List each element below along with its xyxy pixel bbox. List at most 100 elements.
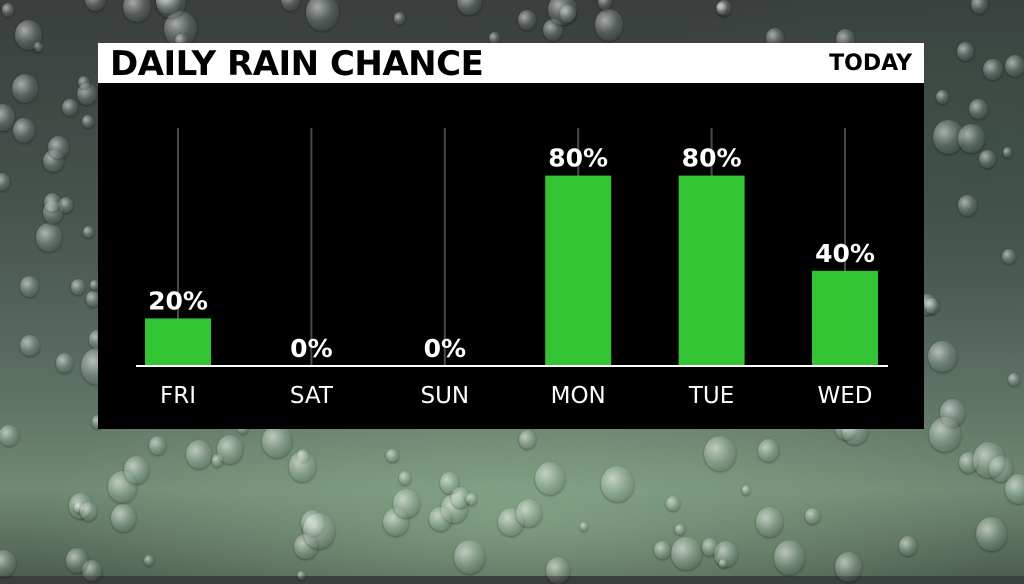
raindrop xyxy=(441,493,469,523)
raindrop xyxy=(545,556,571,584)
raindrop xyxy=(517,10,536,31)
tick-label: FRI xyxy=(160,383,196,409)
raindrop xyxy=(516,499,542,528)
bar xyxy=(812,270,878,366)
raindrop xyxy=(970,0,989,14)
raindrop xyxy=(959,452,979,473)
raindrop xyxy=(392,488,420,519)
raindrop xyxy=(1,3,15,18)
raindrop xyxy=(0,172,10,191)
raindrop xyxy=(144,554,155,566)
raindrop xyxy=(758,439,780,463)
raindrop xyxy=(79,502,97,521)
raindrop xyxy=(899,536,918,556)
raindrop xyxy=(718,559,727,569)
raindrop xyxy=(0,424,19,447)
raindrop xyxy=(11,74,39,104)
raindrop xyxy=(35,223,62,252)
raindrop xyxy=(77,76,90,90)
raindrop xyxy=(73,501,85,514)
chart-title: DAILY RAIN CHANCE xyxy=(110,44,484,84)
raindrop xyxy=(940,399,965,427)
raindrop xyxy=(457,0,482,16)
raindrop xyxy=(466,492,477,505)
raindrop xyxy=(1004,473,1024,504)
raindrop xyxy=(666,495,681,511)
raindrop xyxy=(297,449,309,462)
bar xyxy=(545,175,612,366)
raindrop xyxy=(715,2,728,15)
raindrop xyxy=(58,197,73,213)
raindrop xyxy=(47,136,69,160)
raindrop xyxy=(62,98,78,117)
raindrop xyxy=(497,507,524,537)
raindrop xyxy=(983,58,1003,81)
raindrop xyxy=(773,540,806,575)
raindrop xyxy=(932,120,964,155)
raindrop xyxy=(804,508,820,525)
raindrop xyxy=(519,430,537,450)
raindrop xyxy=(958,123,985,153)
raindrop xyxy=(703,436,736,471)
raindrop xyxy=(261,424,292,459)
raindrop xyxy=(1008,372,1021,387)
raindrop xyxy=(988,455,1013,483)
raindrop xyxy=(42,201,64,224)
tick-label: SAT xyxy=(290,383,334,409)
raindrop xyxy=(973,442,1006,478)
raindrop xyxy=(156,0,187,19)
data-label: 0% xyxy=(290,334,332,363)
raindrop xyxy=(716,0,732,16)
raindrop xyxy=(83,226,94,239)
raindrop xyxy=(280,0,301,11)
raindrop xyxy=(450,486,471,509)
raindrop xyxy=(756,507,784,537)
raindrop xyxy=(834,551,863,583)
raindrop xyxy=(12,118,36,144)
raindrop xyxy=(957,42,975,61)
raindrop xyxy=(1002,248,1017,265)
tick-label: WED xyxy=(818,383,873,409)
raindrop xyxy=(71,279,86,295)
raindrop xyxy=(928,416,961,452)
raindrop xyxy=(211,454,224,468)
raindrop xyxy=(297,570,306,580)
raindrop xyxy=(548,0,577,26)
raindrop xyxy=(671,536,702,571)
raindrop xyxy=(34,42,43,52)
data-label: 80% xyxy=(682,144,742,173)
raindrop xyxy=(55,353,74,373)
raindrop xyxy=(81,559,102,582)
tick-label: TUE xyxy=(688,383,734,409)
raindrop xyxy=(924,298,939,314)
raindrop xyxy=(0,550,16,577)
raindrop xyxy=(123,0,151,23)
raindrop xyxy=(68,493,93,520)
raindrop xyxy=(976,517,1007,551)
raindrop xyxy=(601,465,634,503)
raindrop xyxy=(294,533,318,560)
bar-chart: 20% FRI 0% SAT 0% SUN 80% MON 80% TUE 40% WED xyxy=(136,128,888,409)
raindrop xyxy=(398,471,412,486)
raindrop xyxy=(936,89,950,104)
raindrop xyxy=(654,541,671,560)
raindrop xyxy=(217,435,244,464)
raindrop xyxy=(559,4,577,23)
raindrop xyxy=(0,104,16,131)
raindrop xyxy=(82,114,94,128)
raindrop xyxy=(300,509,325,536)
raindrop xyxy=(595,9,624,41)
raindrop xyxy=(66,547,89,573)
bar xyxy=(678,175,745,366)
bar xyxy=(145,318,211,366)
raindrop xyxy=(302,513,336,550)
raindrop xyxy=(84,0,106,12)
raindrop xyxy=(429,506,452,532)
data-label: 40% xyxy=(815,239,875,268)
period-label: TODAY xyxy=(829,51,912,76)
raindrop xyxy=(979,149,997,169)
raindrop xyxy=(958,195,977,216)
raindrop xyxy=(702,538,719,556)
raindrop xyxy=(164,11,197,47)
raindrop xyxy=(382,507,409,537)
